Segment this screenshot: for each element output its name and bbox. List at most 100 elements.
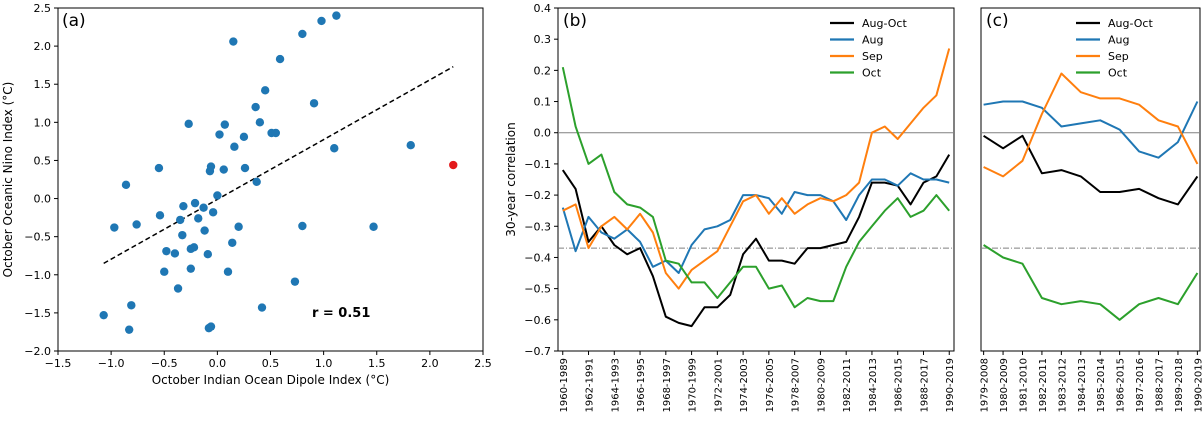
scatter-point (189, 243, 199, 252)
scatter-point (406, 141, 415, 150)
x-tick-label: 1972-2001 (713, 358, 724, 413)
x-tick-label: 1980-2009 (999, 358, 1010, 413)
legend-label: Sep (862, 50, 883, 63)
x-tick-label: 2.5 (474, 357, 492, 370)
y-tick-label: −0.5 (524, 283, 551, 296)
scatter-point (271, 128, 281, 138)
y-axis-label: 30-year correlation (504, 122, 518, 236)
scatter-point (252, 177, 261, 186)
legend-label: Oct (862, 67, 882, 80)
y-tick-label: 2.0 (34, 40, 52, 53)
x-tick-label: 1968-1997 (662, 358, 673, 413)
x-tick-label: −0.5 (151, 357, 178, 370)
y-tick-label: −1.5 (24, 307, 51, 320)
y-tick-label: −0.4 (524, 251, 551, 264)
scatter-point (179, 201, 188, 211)
scatter-point (160, 267, 169, 276)
y-tick-label: 0.3 (534, 33, 552, 46)
y-tick-label: 0.5 (34, 154, 52, 167)
x-tick-label: 1984-2013 (868, 358, 879, 413)
x-tick-label: 0.5 (262, 357, 280, 370)
x-tick-label: 1.0 (315, 357, 333, 370)
regression-line (103, 66, 454, 264)
scatter-point (230, 142, 239, 151)
scatter-point (229, 37, 238, 46)
y-tick-label: −0.1 (524, 158, 551, 171)
x-tick-label: 1960-1989 (559, 358, 570, 413)
x-tick-label: −1.5 (45, 357, 72, 370)
x-tick-label: 1978-2007 (791, 358, 802, 413)
scatter-point (255, 118, 265, 127)
x-tick-label: −1.0 (98, 357, 125, 370)
axes-frame (557, 7, 955, 352)
x-tick-label: 1986-2015 (894, 358, 905, 413)
y-tick-label: −2.0 (24, 345, 51, 358)
y-tick-label: 0.0 (534, 127, 552, 140)
scatter-point (220, 120, 230, 129)
x-tick-label: 1.5 (368, 357, 386, 370)
x-tick-label: 1988-2017 (919, 358, 930, 413)
panel-b-line-chart: −0.7 −0.6 −0.5 −0.4 −0.3 −0.2 −0.1 0.0 0.1 0.2 0.3… (504, 2, 956, 413)
scatter-point (124, 325, 134, 334)
legend-label: Sep (1108, 50, 1129, 63)
scatter-point (251, 102, 260, 112)
y-tick-label: 0.1 (534, 96, 552, 109)
x-tick-label: 1980-2009 (816, 358, 827, 413)
series-line-aug-oct (983, 134, 1199, 206)
x-tick-label: 1990-2019 (1193, 358, 1204, 413)
scatter-point (110, 223, 119, 232)
y-tick-label: 0.4 (534, 2, 552, 15)
scatter-point (190, 198, 200, 208)
scatter-point (275, 54, 285, 64)
series-line-sep (983, 72, 1199, 178)
scatter-point (186, 264, 196, 273)
y-tick-label: 1.0 (34, 116, 52, 129)
y-tick-label: −0.7 (524, 345, 551, 358)
panel-c-line-chart: 1979-2008 1980-2009 1981-2010 1982-2011 1983… (980, 7, 1204, 413)
x-tick-label: 1981-2010 (1018, 358, 1029, 413)
axes-frame (980, 7, 1201, 352)
scatter-point (298, 221, 307, 231)
x-tick-label: 1987-2016 (1135, 358, 1146, 413)
x-tick-label: 0.0 (209, 357, 227, 370)
x-tick-label: 1989-2018 (1174, 358, 1185, 413)
scatter-point (200, 226, 209, 235)
x-tick-label: 1986-2015 (1116, 358, 1127, 413)
scatter-point (332, 11, 341, 20)
panel-label: (a) (62, 11, 86, 31)
scatter-point (121, 180, 131, 190)
scatter-point (260, 86, 270, 95)
scatter-point (330, 144, 339, 153)
scatter-point (240, 163, 250, 173)
scatter-point (132, 220, 141, 229)
x-tick-label: 1962-1991 (585, 358, 596, 413)
scatter-point (175, 215, 185, 225)
scatter-point (257, 303, 267, 312)
correlation-annotation: r = 0.51 (312, 306, 370, 321)
panel-label: (b) (563, 11, 587, 31)
scatter-point (162, 246, 171, 256)
series-line-aug-oct (561, 154, 951, 328)
scatter-point (155, 211, 165, 220)
y-tick-label: −0.5 (24, 231, 51, 244)
scatter-point (206, 322, 216, 331)
scatter-point (184, 119, 193, 129)
y-tick-label: −0.6 (524, 314, 551, 327)
scatter-point (127, 301, 136, 310)
scatter-point (154, 163, 164, 173)
x-tick-label: 2.0 (421, 357, 439, 370)
series-line-oct (983, 244, 1199, 321)
y-tick-label: −1.0 (24, 269, 51, 282)
y-tick-label: 1.5 (34, 78, 52, 91)
legend-label: Aug (1108, 34, 1129, 47)
x-tick-label: 1983-2012 (1057, 358, 1068, 413)
x-tick-label: 1984-2013 (1077, 358, 1088, 413)
scatter-point (369, 222, 378, 231)
y-tick-label: 0.2 (534, 64, 552, 77)
legend-label: Aug (862, 34, 883, 47)
scatter-point (223, 267, 233, 276)
x-tick-label: 1982-2011 (1038, 358, 1049, 413)
scatter-point (317, 16, 326, 26)
scatter-point (219, 165, 228, 174)
